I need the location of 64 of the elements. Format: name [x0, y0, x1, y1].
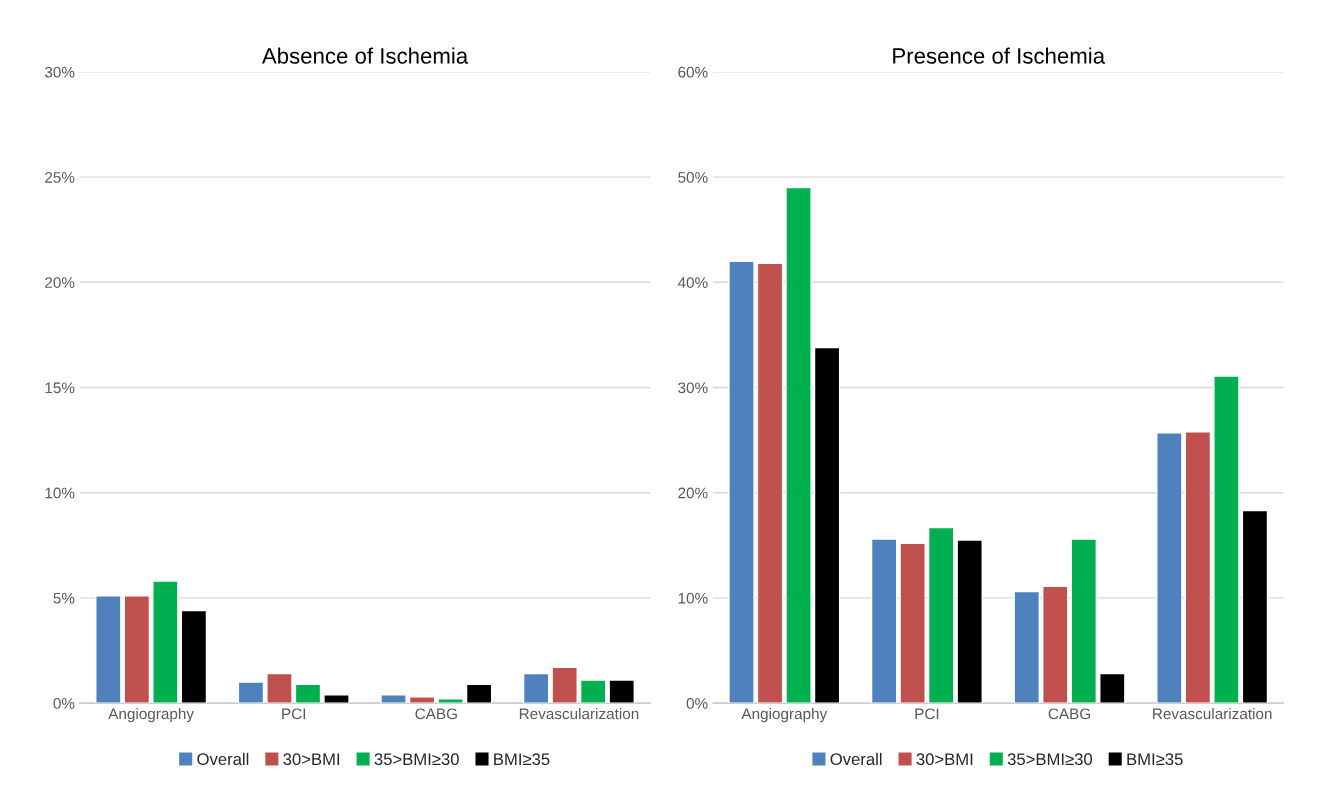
bar: [1013, 590, 1040, 704]
bar: [899, 542, 926, 704]
y-tick-label: 10%: [45, 487, 75, 499]
y-tick-label: 20%: [678, 487, 708, 499]
y-tick-label: 40%: [677, 277, 708, 288]
x-tick-label: CABG: [415, 708, 457, 720]
bar: [465, 683, 493, 704]
y-tick-label: 15%: [45, 382, 75, 394]
legend-label: BMI≥35: [1127, 753, 1183, 766]
y-tick-label: 5%: [53, 592, 75, 604]
y-tick-label: 0%: [53, 697, 75, 709]
bar: [237, 681, 265, 704]
y-tick-label: 0%: [686, 697, 708, 709]
y-tick-label: 60%: [678, 66, 708, 78]
bar: [1070, 538, 1098, 704]
x-tick-label: Revascularization: [1153, 707, 1272, 720]
bar: [408, 696, 436, 704]
x-tick-label: CABG: [1048, 708, 1091, 720]
bar: [266, 672, 293, 704]
x-tick-label: PCI: [915, 708, 939, 720]
bar: [551, 666, 578, 704]
legend-label: 30>BMI: [916, 753, 973, 766]
bar: [180, 609, 208, 704]
bar: [1213, 375, 1240, 704]
bar: [813, 346, 841, 704]
bar: [756, 262, 784, 704]
bar: [522, 672, 550, 704]
chart-title: Presence of Ischemia: [893, 47, 1106, 64]
bar: [1099, 672, 1126, 704]
bar: [152, 580, 179, 704]
bar: [927, 526, 955, 704]
bar: [728, 260, 755, 704]
bar: [323, 694, 350, 704]
bar: [123, 595, 151, 704]
bar: [785, 186, 812, 704]
legend-label: Overall: [197, 752, 249, 766]
x-tick-label: Angiography: [108, 707, 194, 723]
y-tick-label: 50%: [678, 171, 708, 183]
bar: [1156, 432, 1183, 704]
legend-label: 35>BMI≥30: [374, 753, 459, 766]
bar: [1184, 431, 1212, 704]
bar: [294, 683, 322, 704]
y-tick-label: 20%: [45, 277, 75, 288]
bar: [608, 679, 635, 704]
legend-label: Overall: [830, 752, 882, 766]
legend-label: BMI≥35: [494, 753, 550, 766]
bar: [380, 694, 407, 704]
y-tick-label: 30%: [44, 66, 75, 78]
bar: [437, 698, 464, 704]
bar: [956, 539, 983, 704]
bar: [870, 538, 898, 704]
chart-title: Absence of Ischemia: [261, 47, 469, 64]
legend-label: 35>BMI≥30: [1007, 753, 1093, 766]
y-tick-label: 25%: [45, 171, 75, 183]
x-tick-label: PCI: [282, 708, 306, 720]
x-tick-label: Angiography: [741, 707, 828, 723]
legend-label: 30>BMI: [283, 753, 340, 766]
y-tick-label: 30%: [678, 382, 708, 394]
bar: [95, 595, 122, 704]
bar: [579, 679, 607, 704]
y-tick-label: 10%: [678, 592, 708, 604]
bar: [1241, 509, 1269, 704]
bar: [1042, 585, 1069, 704]
x-tick-label: Revascularization: [519, 707, 639, 720]
